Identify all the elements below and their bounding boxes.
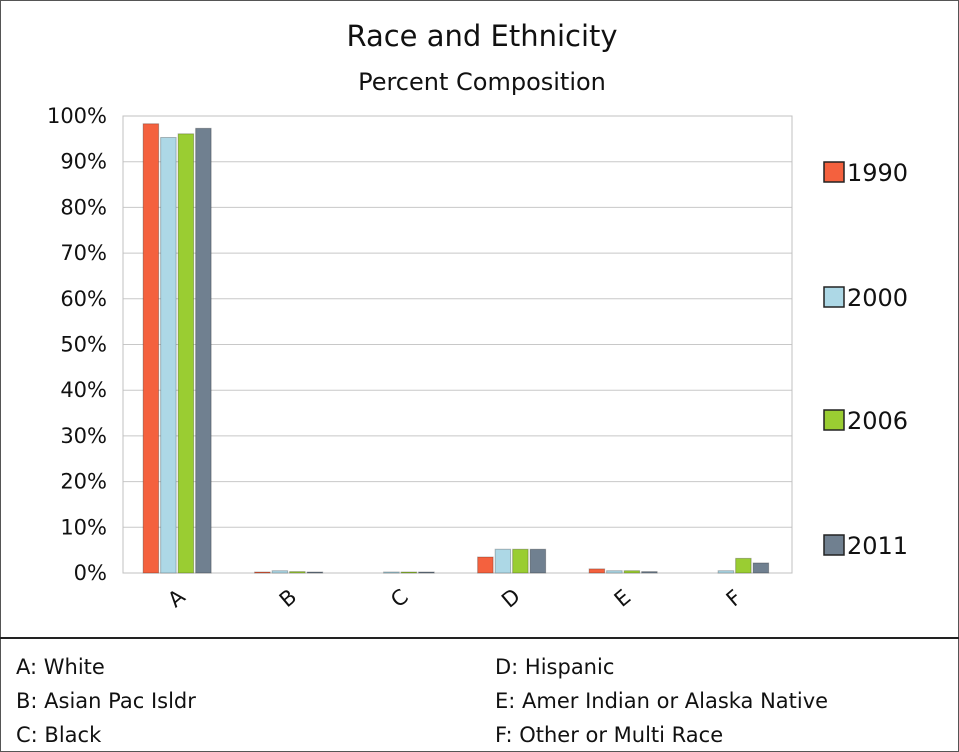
x-tick-label: B <box>275 584 301 612</box>
bar-d-2000 <box>494 548 512 574</box>
bar-c-2011 <box>418 571 435 574</box>
y-tick-label: 30% <box>60 424 107 448</box>
bar-a-2000 <box>160 136 177 574</box>
x-axis-ticks: A B C D E F <box>163 584 746 613</box>
bar-e-2006 <box>623 570 641 574</box>
key-item: E: Amer Indian or Alaska Native <box>495 689 829 713</box>
x-tick-label: F <box>722 585 747 611</box>
bar-d-2011 <box>529 548 547 574</box>
y-tick-label: 20% <box>60 470 107 494</box>
x-tick-label: C <box>386 584 413 612</box>
bar-a-1990 <box>142 123 160 574</box>
x-tick-label: A <box>163 584 190 612</box>
key-item: D: Hispanic <box>495 655 615 679</box>
legend-swatch-2011 <box>823 534 845 556</box>
bar-chart: Race and Ethnicity Percent Composition 0… <box>47 19 908 613</box>
y-tick-label: 40% <box>60 378 107 402</box>
bar-f-2000 <box>717 570 735 574</box>
legend-swatch-1990 <box>823 161 845 183</box>
bar-d-1990 <box>477 556 494 574</box>
y-tick-label: 90% <box>60 150 107 174</box>
chart-subtitle: Percent Composition <box>358 68 606 96</box>
legend-label-2000: 2000 <box>847 284 908 312</box>
legend-label-2011: 2011 <box>847 532 908 560</box>
divider-line <box>0 637 959 639</box>
bar-e-1990 <box>588 568 606 574</box>
y-tick-label: 100% <box>47 104 107 128</box>
legend-swatch-2000 <box>823 286 845 308</box>
y-axis-ticks: 0% 10% 20% 30% 40% 50% 60% 70% 80% 90% 100% <box>47 104 107 585</box>
bar-c-2006 <box>400 571 418 574</box>
y-tick-label: 0% <box>74 561 107 585</box>
bar-a-2011 <box>195 127 212 574</box>
bar-e-2000 <box>606 570 623 574</box>
y-tick-label: 50% <box>60 333 107 357</box>
y-tick-label: 10% <box>60 515 107 539</box>
bar-a-2006 <box>177 133 195 574</box>
key-item: F: Other or Multi Race <box>495 723 724 747</box>
bars <box>142 123 770 574</box>
grid-lines <box>122 115 793 574</box>
legend: 1990 2000 2006 2011 <box>823 159 908 560</box>
y-tick-label: 70% <box>60 241 107 265</box>
chart-title: Race and Ethnicity <box>346 19 617 53</box>
x-tick-label: E <box>610 585 636 612</box>
bar-c-2000 <box>383 571 400 574</box>
bar-e-2011 <box>641 571 658 574</box>
key-item: B: Asian Pac Isldr <box>16 689 196 713</box>
bar-d-2006 <box>512 548 529 574</box>
bar-b-2011 <box>306 571 324 574</box>
bar-b-2000 <box>271 570 289 574</box>
bar-f-2006 <box>735 557 752 574</box>
legend-swatch-2006 <box>823 409 845 431</box>
bar-f-2011 <box>752 562 770 574</box>
y-tick-label: 60% <box>60 287 107 311</box>
bar-b-2006 <box>289 571 306 574</box>
plot-area <box>122 115 793 574</box>
legend-label-2006: 2006 <box>847 407 908 435</box>
y-tick-label: 80% <box>60 195 107 219</box>
key-item: C: Black <box>16 723 102 747</box>
bar-b-1990 <box>254 571 271 574</box>
x-tick-label: D <box>497 584 525 613</box>
legend-label-1990: 1990 <box>847 159 908 187</box>
key-item: A: White <box>16 655 105 679</box>
